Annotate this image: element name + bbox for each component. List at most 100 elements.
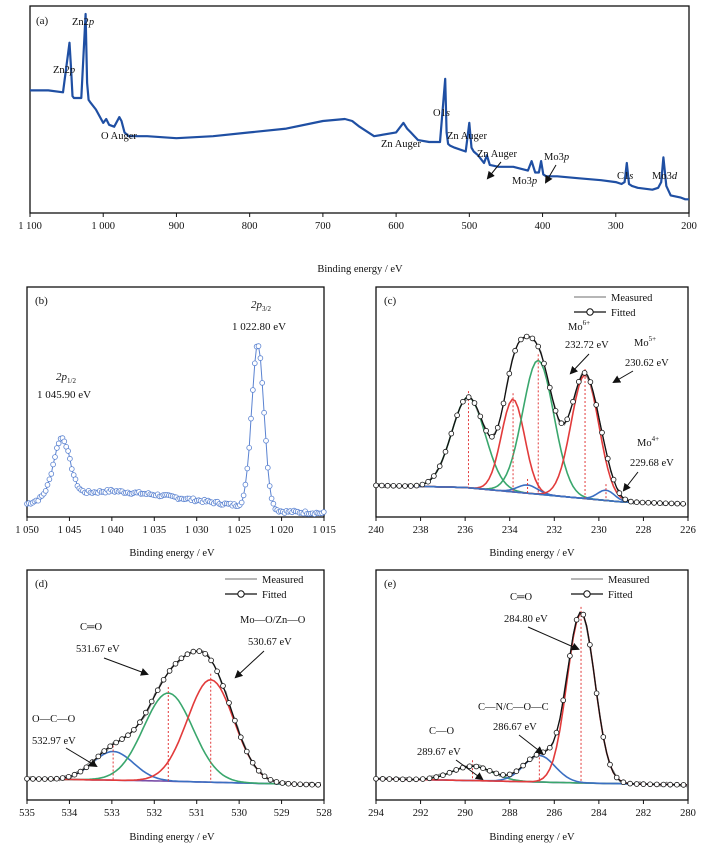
panel-label: (c) <box>384 295 397 307</box>
legend-measured-label: Measured <box>608 575 650 586</box>
x-tick-label: 1 035 <box>142 525 166 536</box>
x-axis-label: Binding energy / eV <box>489 832 575 843</box>
data-point <box>61 438 68 445</box>
fitted-point <box>506 370 513 377</box>
mo3d-spectrum-chart: (c) 240 238 236 234 232 230 228 226 Measured Fi… <box>368 286 696 559</box>
data-point <box>248 415 254 422</box>
arrow-mo3p-2 <box>544 164 557 184</box>
plot-frame <box>26 286 325 518</box>
fitted-point <box>529 335 536 342</box>
label-c-eq-o-energy: 284.80 eV <box>504 614 548 625</box>
x-tick-label: 500 <box>461 221 477 232</box>
fitted-point <box>196 648 203 654</box>
fitted-point <box>95 753 102 760</box>
fitted-point <box>143 709 149 716</box>
fitted-point <box>518 336 524 343</box>
fitted-point <box>512 347 518 354</box>
x-tick-label: 533 <box>104 808 120 819</box>
panel-e: (e) 294 292 290 288 286 284 282 280 Measured Fi… <box>356 562 713 847</box>
fitted-point <box>465 394 472 400</box>
x-tick-label: 1 050 <box>15 525 39 536</box>
data-point <box>263 438 269 444</box>
series <box>24 343 327 518</box>
fitted-point <box>454 412 460 419</box>
legend: Measured Fitted <box>225 575 304 601</box>
fitted-point <box>436 463 443 470</box>
data-point <box>268 495 275 502</box>
series <box>30 12 689 201</box>
fitted-point <box>232 717 238 724</box>
annotation-zn-auger-1: Zn Auger <box>381 139 421 150</box>
fitted-point <box>83 764 90 771</box>
x-tick-label: 294 <box>368 808 385 819</box>
legend-fitted-label: Fitted <box>611 308 636 319</box>
x-tick-label: 284 <box>591 808 608 819</box>
fitted-point <box>500 772 506 778</box>
x-tick-label: 529 <box>274 808 290 819</box>
data-point <box>55 440 62 447</box>
x-tick-label: 1 025 <box>227 525 251 536</box>
data-point <box>250 387 256 393</box>
o1s-spectrum-chart: (d) 535 534 533 532 531 530 529 528 Measured Fi… <box>19 569 332 843</box>
fitted-point <box>77 768 84 775</box>
fitted-point <box>53 775 60 782</box>
x-tick-label: 234 <box>502 525 519 536</box>
fitted-point <box>552 408 559 414</box>
label-mo-o-name: Mo—O/Zn—O <box>240 615 306 626</box>
fitted-point <box>647 781 653 788</box>
x-tick-label: 800 <box>242 221 258 232</box>
fitted-point <box>202 651 209 657</box>
fitted-point <box>47 776 54 782</box>
annotation-zn-auger-3: Zn Auger <box>477 149 517 160</box>
plot-frame <box>26 569 325 801</box>
fitted-point <box>65 774 72 780</box>
data-point <box>69 466 75 472</box>
x-tick-label: 528 <box>316 808 332 819</box>
fitted-point <box>593 402 600 408</box>
data-point <box>255 343 262 349</box>
fitted-point <box>553 729 560 736</box>
x-tick-label: 1 020 <box>270 525 294 536</box>
peak-label-2p12: 1 045.90 eV <box>37 389 91 401</box>
label-mo4-species: Mo4+ <box>637 435 659 449</box>
x-tick-label: 900 <box>169 221 185 232</box>
label-oco-name: O—C—O <box>32 714 76 725</box>
fitted-point <box>420 776 426 782</box>
data-point <box>270 500 277 507</box>
fitted-point <box>172 661 179 667</box>
x-tick-label: 286 <box>546 808 562 819</box>
arrow-mo4 <box>622 471 639 492</box>
x-tick-label: 1 045 <box>58 525 82 536</box>
fitted-point <box>628 498 634 505</box>
peak-name-2p32: 2p3/2 <box>251 299 271 313</box>
fitted-point <box>402 483 408 489</box>
fitted-point <box>633 781 640 787</box>
fitted-point <box>471 400 478 406</box>
fitted-point <box>291 781 298 787</box>
label-oco-energy: 532.97 eV <box>32 736 76 747</box>
panel-b: (b) 1 050 1 045 1 040 1 035 1 030 1 025 1 020 1… <box>0 280 356 562</box>
annotation-zn2p-1: Zn2p <box>53 65 75 76</box>
data-point <box>48 471 55 477</box>
fitted-point <box>59 775 66 781</box>
data-point <box>244 465 251 472</box>
fitted-point <box>620 779 627 786</box>
panel-label: (d) <box>35 578 48 590</box>
x-tick-label: 700 <box>315 221 331 232</box>
label-c-o-ether-name: C—O <box>429 726 455 737</box>
fitted-point <box>653 781 660 788</box>
data-point <box>44 482 51 488</box>
fitted-point <box>600 734 607 740</box>
data-point <box>264 464 271 471</box>
x-axis-ticks: 535 534 533 532 531 530 529 528 <box>19 800 332 819</box>
x-tick-label: 200 <box>681 221 697 232</box>
x-tick-label: 300 <box>608 221 624 232</box>
fitted-point <box>184 651 191 657</box>
arrow-oco <box>65 747 98 768</box>
fitted-point <box>101 748 107 754</box>
data-point <box>67 455 73 462</box>
data-point <box>252 360 258 367</box>
arrow-c-o-ether <box>455 759 484 781</box>
fitted-point <box>208 657 214 664</box>
legend-measured-label: Measured <box>262 575 304 586</box>
